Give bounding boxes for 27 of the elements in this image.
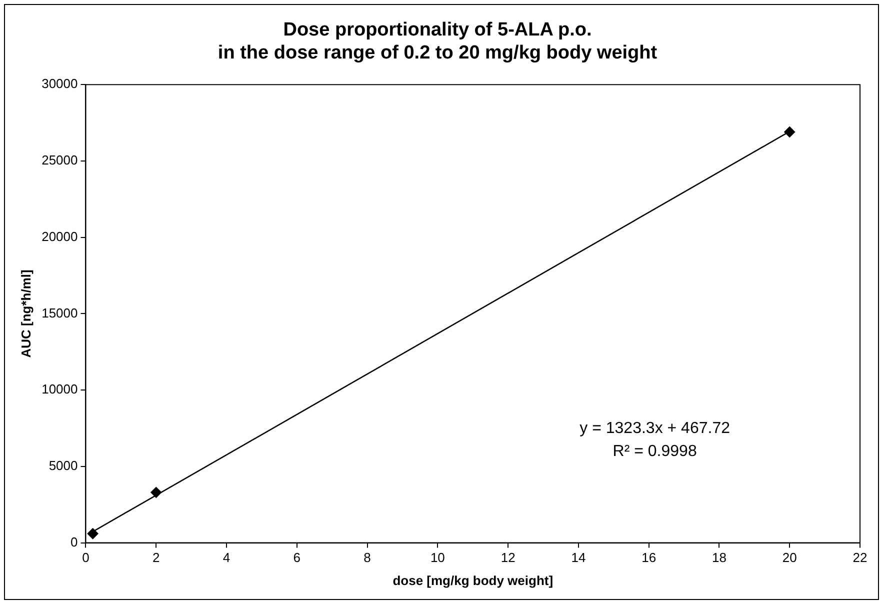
x-tick-label: 0 (82, 550, 90, 566)
x-tick-label: 20 (782, 550, 797, 566)
x-tick-label: 6 (293, 550, 301, 566)
y-tick-label: 0 (70, 534, 78, 550)
point (150, 486, 162, 498)
x-tick-label: 12 (500, 550, 516, 566)
y-tick-label: 20000 (42, 228, 78, 244)
chart-title: Dose proportionality of 5-ALA p.o. in the dose range of 0.2 to 20 mg/kg body weight (218, 20, 658, 64)
x-tick-label: 22 (852, 550, 868, 566)
y-tick-label: 25000 (42, 152, 78, 168)
point (87, 528, 98, 540)
x-tick-label: 4 (222, 550, 230, 566)
y-axis-title: AUC [ng*h/ml] (18, 270, 34, 358)
x-tick-label: 10 (430, 550, 445, 566)
point (784, 126, 796, 138)
x-tick-label: 2 (152, 550, 160, 566)
x-tick-label: 16 (642, 550, 656, 566)
x-tick-label: 18 (712, 550, 726, 566)
y-tick-label: 30000 (42, 76, 78, 92)
x-tick-label: 14 (571, 550, 586, 566)
annotation: R² = 0.9998 (612, 442, 697, 460)
y-tick-label: 10000 (42, 382, 78, 397)
annotation: y = 1323.3x + 467.72 (580, 420, 730, 437)
y-tick-label: 5000 (48, 458, 78, 474)
y-tick-label: 15000 (42, 305, 78, 320)
x-tick-label: 8 (364, 550, 371, 566)
x-axis-title: dose [mg/kg body weight] (392, 572, 554, 588)
